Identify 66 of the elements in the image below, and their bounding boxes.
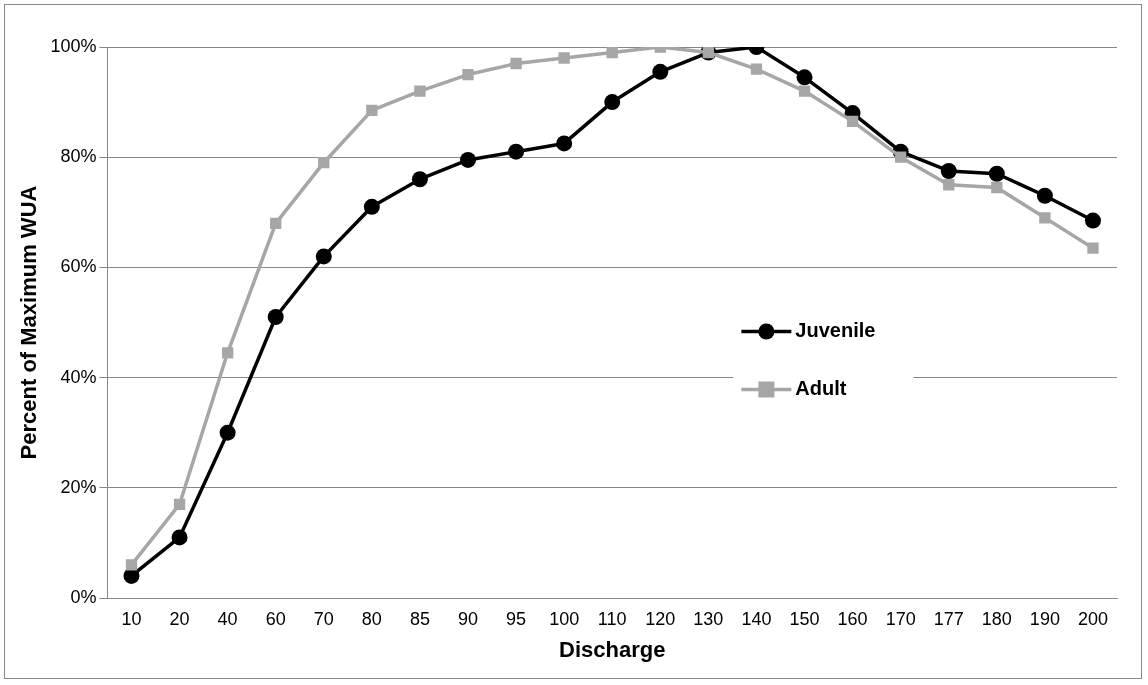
point — [1039, 212, 1051, 224]
point — [556, 135, 573, 152]
x-tick-label: 100 — [549, 608, 580, 629]
x-tick-label: 190 — [1029, 608, 1060, 629]
point — [171, 529, 188, 546]
x-tick-label: 20 — [169, 608, 190, 629]
point — [798, 85, 811, 97]
point — [943, 179, 955, 191]
point — [363, 198, 380, 215]
point — [940, 162, 957, 179]
point — [125, 559, 138, 571]
x-tick-label: 177 — [933, 608, 964, 629]
point — [604, 94, 621, 111]
point — [558, 52, 570, 64]
point — [366, 104, 378, 117]
point — [270, 217, 282, 229]
point — [508, 143, 525, 160]
legend-label: Adult — [795, 377, 847, 400]
point — [988, 165, 1005, 182]
y-tick-label: 20% — [60, 476, 97, 497]
point — [173, 498, 186, 510]
x-tick-label: 120 — [645, 608, 676, 629]
x-tick-label: 90 — [457, 608, 479, 629]
point — [411, 171, 428, 188]
point — [221, 347, 234, 359]
x-tick-label: 40 — [217, 608, 238, 629]
point — [460, 151, 476, 168]
y-tick-label: 100% — [50, 35, 97, 56]
x-tick-label: 110 — [597, 608, 627, 629]
x-axis-title: Discharge — [559, 636, 666, 662]
point — [895, 151, 907, 163]
x-tick-label: 150 — [789, 608, 820, 629]
point — [318, 157, 330, 169]
x-tick-label: 60 — [265, 608, 286, 629]
legend-label: Juvenile — [795, 319, 876, 342]
x-tick-label: 160 — [837, 608, 868, 629]
point — [462, 68, 474, 81]
y-tick-label: 80% — [60, 146, 97, 167]
point — [652, 63, 669, 80]
point — [606, 47, 618, 59]
y-axis-title: Percent of Maximum WUA — [16, 185, 42, 460]
point — [796, 69, 813, 86]
point — [510, 57, 522, 70]
point — [414, 85, 426, 97]
point — [1087, 242, 1099, 254]
y-tick-label: 0% — [70, 586, 97, 607]
x-tick-label: 10 — [121, 608, 142, 629]
point — [1036, 187, 1053, 204]
x-tick-label: 85 — [409, 608, 430, 629]
point — [846, 115, 859, 128]
x-tick-label: 180 — [981, 608, 1012, 629]
x-tick-label: 200 — [1077, 608, 1108, 629]
x-tick-label: 130 — [693, 608, 724, 629]
point — [750, 63, 763, 75]
point — [1084, 212, 1101, 229]
x-tick-label: 140 — [741, 608, 772, 629]
point — [315, 248, 332, 265]
x-tick-label: 70 — [313, 608, 334, 629]
point — [267, 308, 284, 325]
point — [219, 424, 236, 441]
x-tick-label: 170 — [885, 608, 916, 629]
y-tick-label: 60% — [60, 256, 97, 277]
point — [991, 181, 1003, 194]
x-tick-label: 95 — [506, 608, 527, 629]
x-tick-label: 80 — [361, 608, 382, 629]
y-tick-label: 40% — [60, 366, 97, 387]
